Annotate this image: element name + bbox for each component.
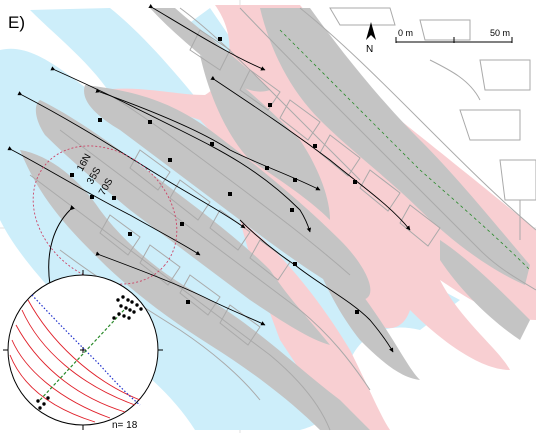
fault-trace-7 xyxy=(95,251,266,326)
pink-zone-axis xyxy=(279,29,531,271)
dashed-axis xyxy=(39,309,125,401)
selection-ellipse xyxy=(32,145,178,285)
north-label: N xyxy=(366,44,373,55)
scale-start-label: 0 m xyxy=(398,28,413,38)
stereonet: n= 18 xyxy=(3,270,163,431)
callout-curve xyxy=(48,205,75,286)
fault-trace-vertices xyxy=(70,37,359,314)
fault-trace-6 xyxy=(7,146,201,256)
scale-bar: 0 m 50 m xyxy=(395,28,513,43)
stereonet-count: n= 18 xyxy=(112,420,138,431)
panel-label: E) xyxy=(8,13,25,32)
scale-end-label: 50 m xyxy=(490,28,510,38)
fault-trace-8 xyxy=(239,219,394,353)
north-arrow-icon xyxy=(366,22,376,40)
north-arrow: N xyxy=(366,22,376,55)
fault-trace-1 xyxy=(148,3,266,71)
pink-zone-lower xyxy=(240,220,390,430)
great-circles xyxy=(9,299,141,423)
pole-points xyxy=(36,295,143,410)
fault-traces xyxy=(7,3,411,353)
